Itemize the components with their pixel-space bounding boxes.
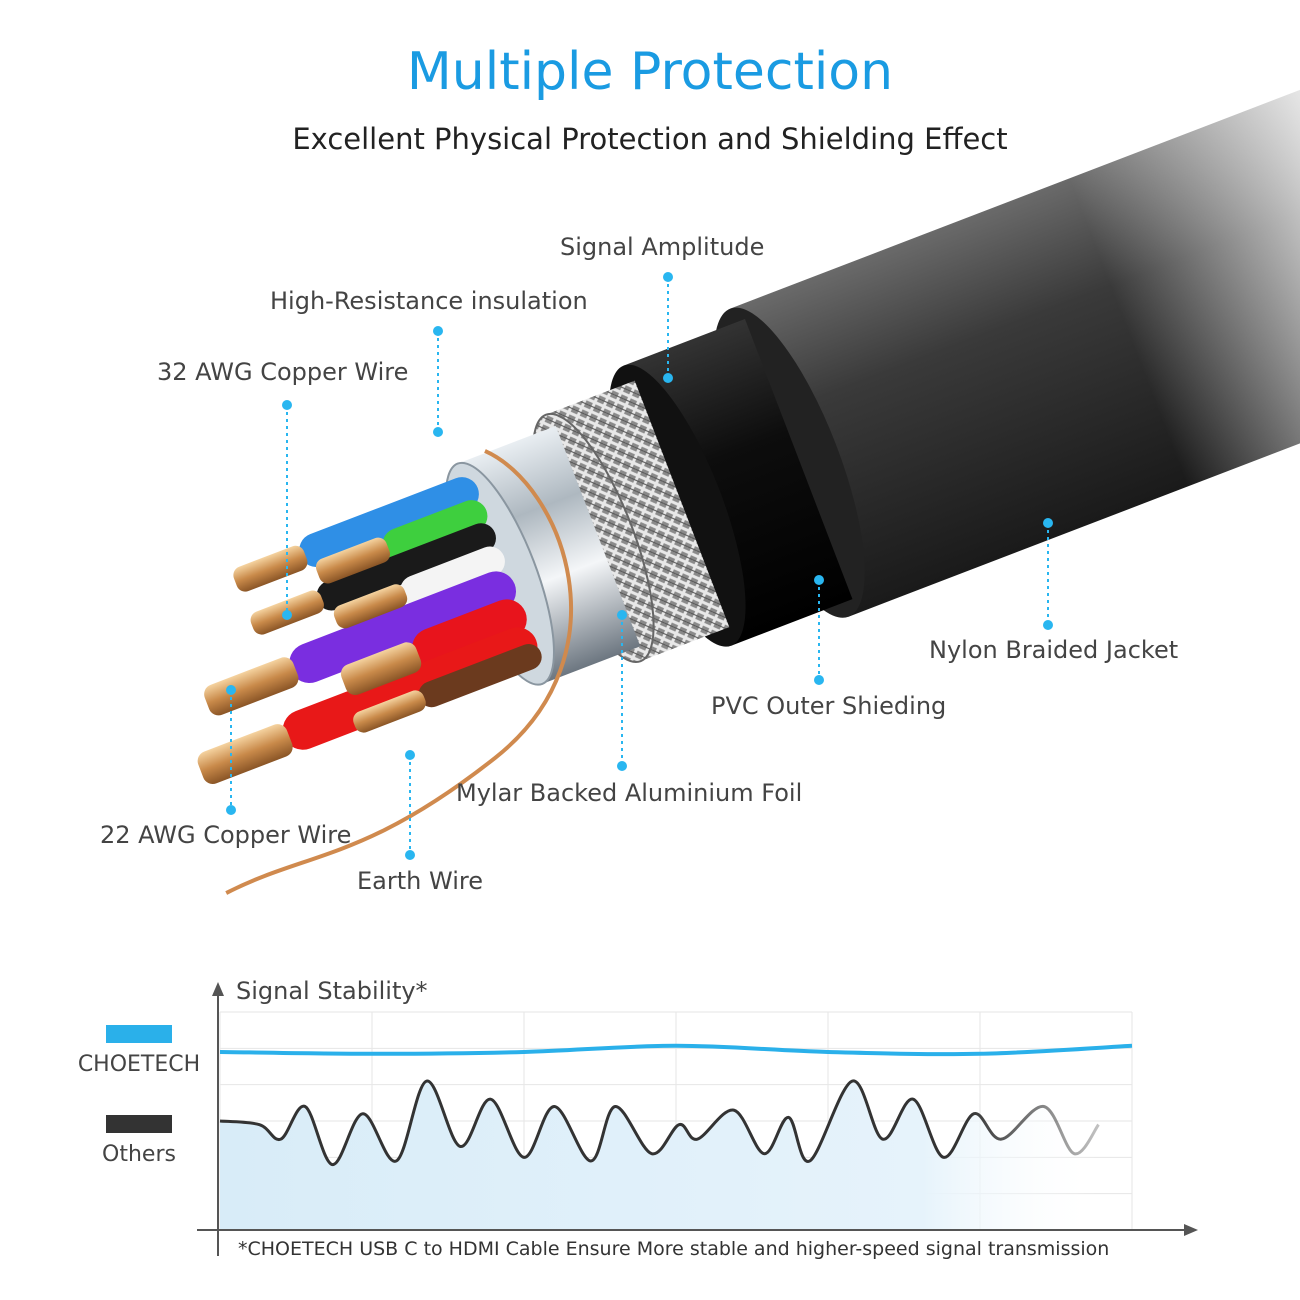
leader-lines bbox=[230, 277, 1049, 855]
pvc-outer-shielding bbox=[623, 319, 853, 646]
others-area bbox=[220, 1080, 1099, 1230]
callout-high-resistance-insulation: High-Resistance insulation bbox=[270, 287, 588, 315]
callout-signal-amplitude: Signal Amplitude bbox=[560, 233, 765, 261]
leader-dots bbox=[226, 272, 1053, 860]
legend-label-others: Others bbox=[102, 1142, 176, 1167]
page-subtitle: Excellent Physical Protection and Shield… bbox=[292, 122, 1008, 156]
legend-swatch-others bbox=[106, 1115, 172, 1133]
callout-mylar-foil: Mylar Backed Aluminium Foil bbox=[456, 779, 803, 807]
page-title: Multiple Protection bbox=[406, 42, 894, 102]
aluminium-foil bbox=[457, 425, 641, 684]
legend-swatch-choetech bbox=[106, 1025, 172, 1043]
y-axis-arrow bbox=[212, 982, 224, 996]
callout-22awg-copper-wire: 22 AWG Copper Wire bbox=[100, 821, 352, 849]
callout-earth-wire: Earth Wire bbox=[357, 867, 483, 895]
cable-illustration bbox=[197, 67, 1300, 895]
series-line-choetech bbox=[219, 1043, 1133, 1057]
y-axis-title: Signal Stability* bbox=[236, 977, 428, 1005]
legend-label-choetech: CHOETECH bbox=[77, 1052, 201, 1077]
x-axis-arrow bbox=[1184, 1224, 1198, 1236]
callout-32awg-copper-wire: 32 AWG Copper Wire bbox=[157, 358, 409, 386]
callout-nylon-braided-jacket: Nylon Braided Jacket bbox=[929, 636, 1179, 664]
callout-pvc-outer-shielding: PVC Outer Shieding bbox=[711, 692, 947, 720]
series-line-others bbox=[219, 1079, 1100, 1167]
chart-footnote: *CHOETECH USB C to HDMI Cable Ensure Mor… bbox=[238, 1238, 1110, 1260]
inner-wires bbox=[197, 477, 542, 785]
earth-wire bbox=[225, 449, 573, 895]
